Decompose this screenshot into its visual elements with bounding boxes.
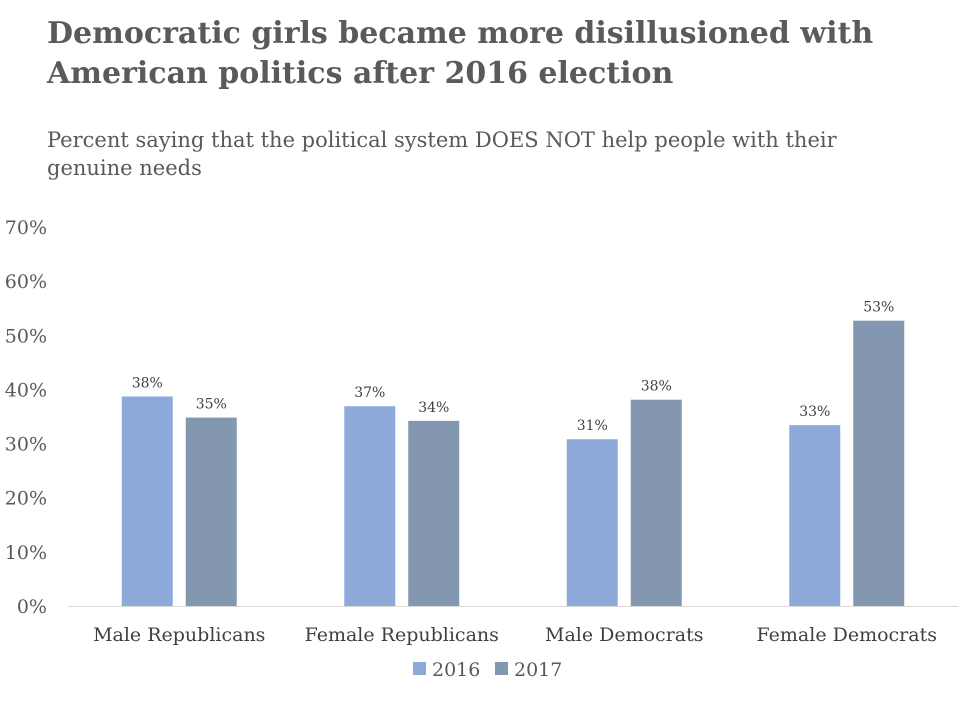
y-tick-label: 70% (5, 217, 47, 239)
category-label: Female Democrats (757, 624, 937, 646)
category-label: Female Republicans (305, 624, 499, 646)
chart-title: Democratic girls became more disillusion… (47, 16, 874, 91)
legend-swatch (413, 662, 426, 675)
bar-2017[interactable] (185, 417, 237, 606)
data-label: 34% (418, 400, 449, 416)
data-label: 35% (196, 397, 227, 413)
chart-subtitle: Percent saying that the political system… (47, 128, 837, 180)
data-label: 53% (863, 300, 894, 316)
category-label: Male Republicans (93, 624, 265, 646)
y-tick-label: 40% (5, 379, 47, 401)
y-tick-label: 10% (5, 542, 47, 564)
legend-label: 2016 (432, 659, 480, 681)
data-label: 33% (799, 404, 830, 420)
y-tick-label: 30% (5, 434, 47, 456)
bar-2016[interactable] (344, 406, 396, 606)
bar-2016[interactable] (566, 439, 618, 606)
bar-2017[interactable] (408, 420, 460, 606)
legend-label: 2017 (514, 659, 562, 681)
bar-2016[interactable] (121, 396, 173, 606)
y-tick-label: 0% (17, 596, 47, 618)
data-label: 38% (132, 375, 163, 391)
category-label: Male Democrats (545, 624, 704, 646)
y-tick-label: 60% (5, 271, 47, 293)
data-label: 31% (577, 418, 608, 434)
data-label: 38% (641, 379, 672, 395)
bar-2016[interactable] (789, 425, 841, 606)
bar-2017[interactable] (853, 320, 905, 606)
y-tick-label: 50% (5, 325, 47, 347)
data-label: 37% (354, 385, 385, 401)
bar-2017[interactable] (630, 399, 682, 606)
legend-swatch (495, 662, 508, 675)
y-tick-label: 20% (5, 488, 47, 510)
